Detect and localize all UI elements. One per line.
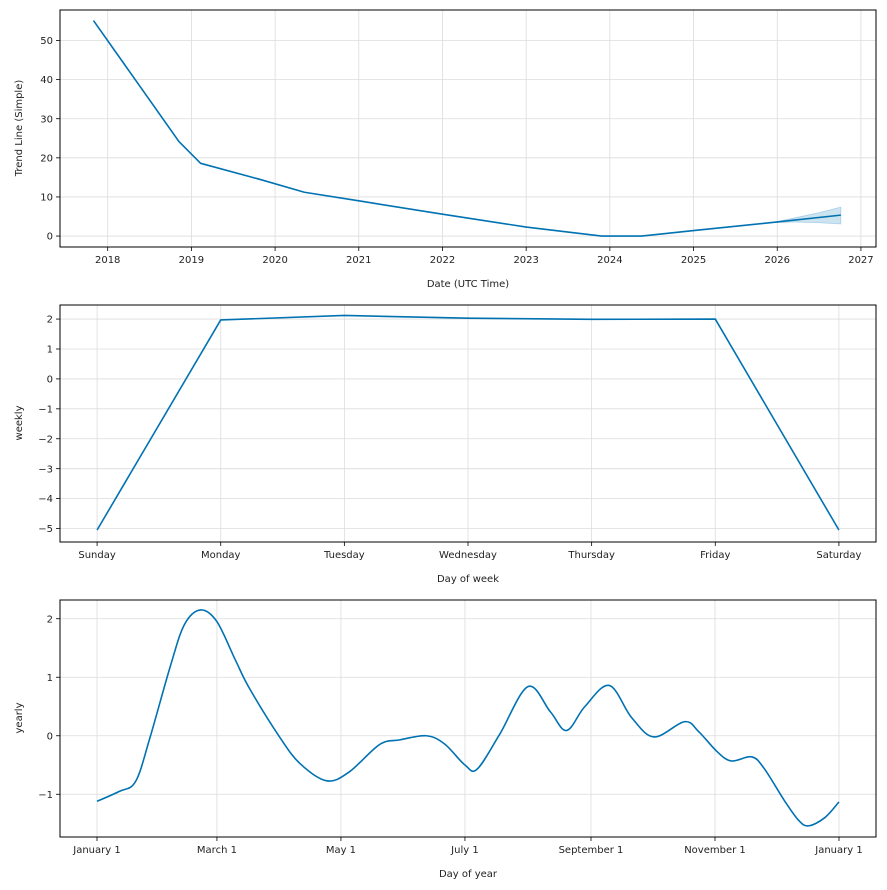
weekly-ytick-label: 0: [47, 375, 53, 386]
weekly-ytick-label: 2: [47, 315, 53, 326]
trend-line: [92, 20, 841, 237]
weekly-panel: Day of week weekly Sunday Monday Tuesday We…: [14, 304, 877, 585]
weekly-xlabel: Day of week: [437, 574, 499, 585]
trend-xtick-label: 2025: [681, 255, 706, 266]
trend-ylabel: Trend Line (Simple): [14, 80, 25, 178]
trend-grid: [60, 10, 876, 247]
yearly-ylabel: yearly: [14, 702, 25, 733]
yearly-axes-frame: [59, 599, 877, 838]
trend-xtick-label: 2024: [597, 255, 622, 266]
weekly-ytick-label: 1: [47, 345, 53, 356]
yearly-xtick-label: January 1: [814, 845, 862, 856]
trend-xtick-label: 2021: [346, 255, 371, 266]
yearly-grid: [60, 600, 876, 837]
yearly-ytick-label: −1: [38, 790, 53, 801]
yearly-ytick-label: 1: [47, 673, 53, 684]
yearly-xtick-label: March 1: [197, 845, 237, 856]
trend-xlabel: Date (UTC Time): [427, 279, 509, 290]
trend-ytick-label: 40: [40, 75, 53, 86]
weekly-grid: [60, 305, 876, 542]
trend-ytick-label: 0: [47, 232, 53, 243]
trend-xtick-label: 2018: [95, 255, 120, 266]
yearly-line: [96, 609, 840, 827]
weekly-ytick-label: −2: [38, 434, 53, 445]
weekly-xtick-label: Thursday: [567, 550, 615, 561]
weekly-ylabel: weekly: [14, 405, 25, 440]
trend-ytick-label: 30: [40, 114, 53, 125]
weekly-axes-frame: [59, 304, 877, 543]
weekly-xtick-label: Tuesday: [323, 550, 365, 561]
trend-panel: Date (UTC Time) Trend Line (Simple) 2018…: [14, 9, 877, 290]
trend-xtick-label: 2019: [179, 255, 204, 266]
weekly-xtick-label: Monday: [201, 550, 241, 561]
weekly-xtick-label: Friday: [700, 550, 730, 561]
weekly-xtick-label: Sunday: [78, 550, 115, 561]
trend-axes-frame: [59, 9, 877, 248]
yearly-xtick-label: September 1: [559, 845, 624, 856]
yearly-xtick-label: July 1: [450, 845, 479, 856]
trend-ytick-label: 10: [40, 193, 53, 204]
weekly-ticks: Sunday Monday Tuesday Wednesday Thursday Frid…: [38, 315, 861, 561]
weekly-ytick-label: −3: [38, 464, 53, 475]
weekly-ytick-label: −4: [38, 494, 53, 505]
trend-ytick-label: 50: [40, 36, 53, 47]
yearly-xtick-label: November 1: [684, 845, 746, 856]
trend-xtick-label: 2027: [848, 255, 873, 266]
trend-xtick-label: 2022: [430, 255, 455, 266]
weekly-ytick-label: −5: [38, 524, 53, 535]
yearly-ticks: January 1 March 1 May 1 July 1 September 1 No…: [38, 614, 862, 856]
yearly-ytick-label: 0: [47, 731, 53, 742]
trend-xtick-label: 2020: [262, 255, 287, 266]
yearly-xtick-label: January 1: [72, 845, 120, 856]
trend-ticks: 2018 2019 2020 2021 2022 2023 2024 2025 2026 2027…: [40, 36, 873, 266]
yearly-xlabel: Day of year: [439, 869, 498, 880]
trend-ytick-label: 20: [40, 153, 53, 164]
weekly-xtick-label: Wednesday: [439, 550, 497, 561]
yearly-ytick-label: 2: [47, 614, 53, 625]
trend-xtick-label: 2026: [765, 255, 790, 266]
yearly-panel: Day of year yearly January 1 March 1 May 1…: [14, 599, 877, 880]
weekly-xtick-label: Saturday: [816, 550, 861, 561]
yearly-xtick-label: May 1: [326, 845, 356, 856]
weekly-ytick-label: −1: [38, 404, 53, 415]
trend-xtick-label: 2023: [513, 255, 538, 266]
